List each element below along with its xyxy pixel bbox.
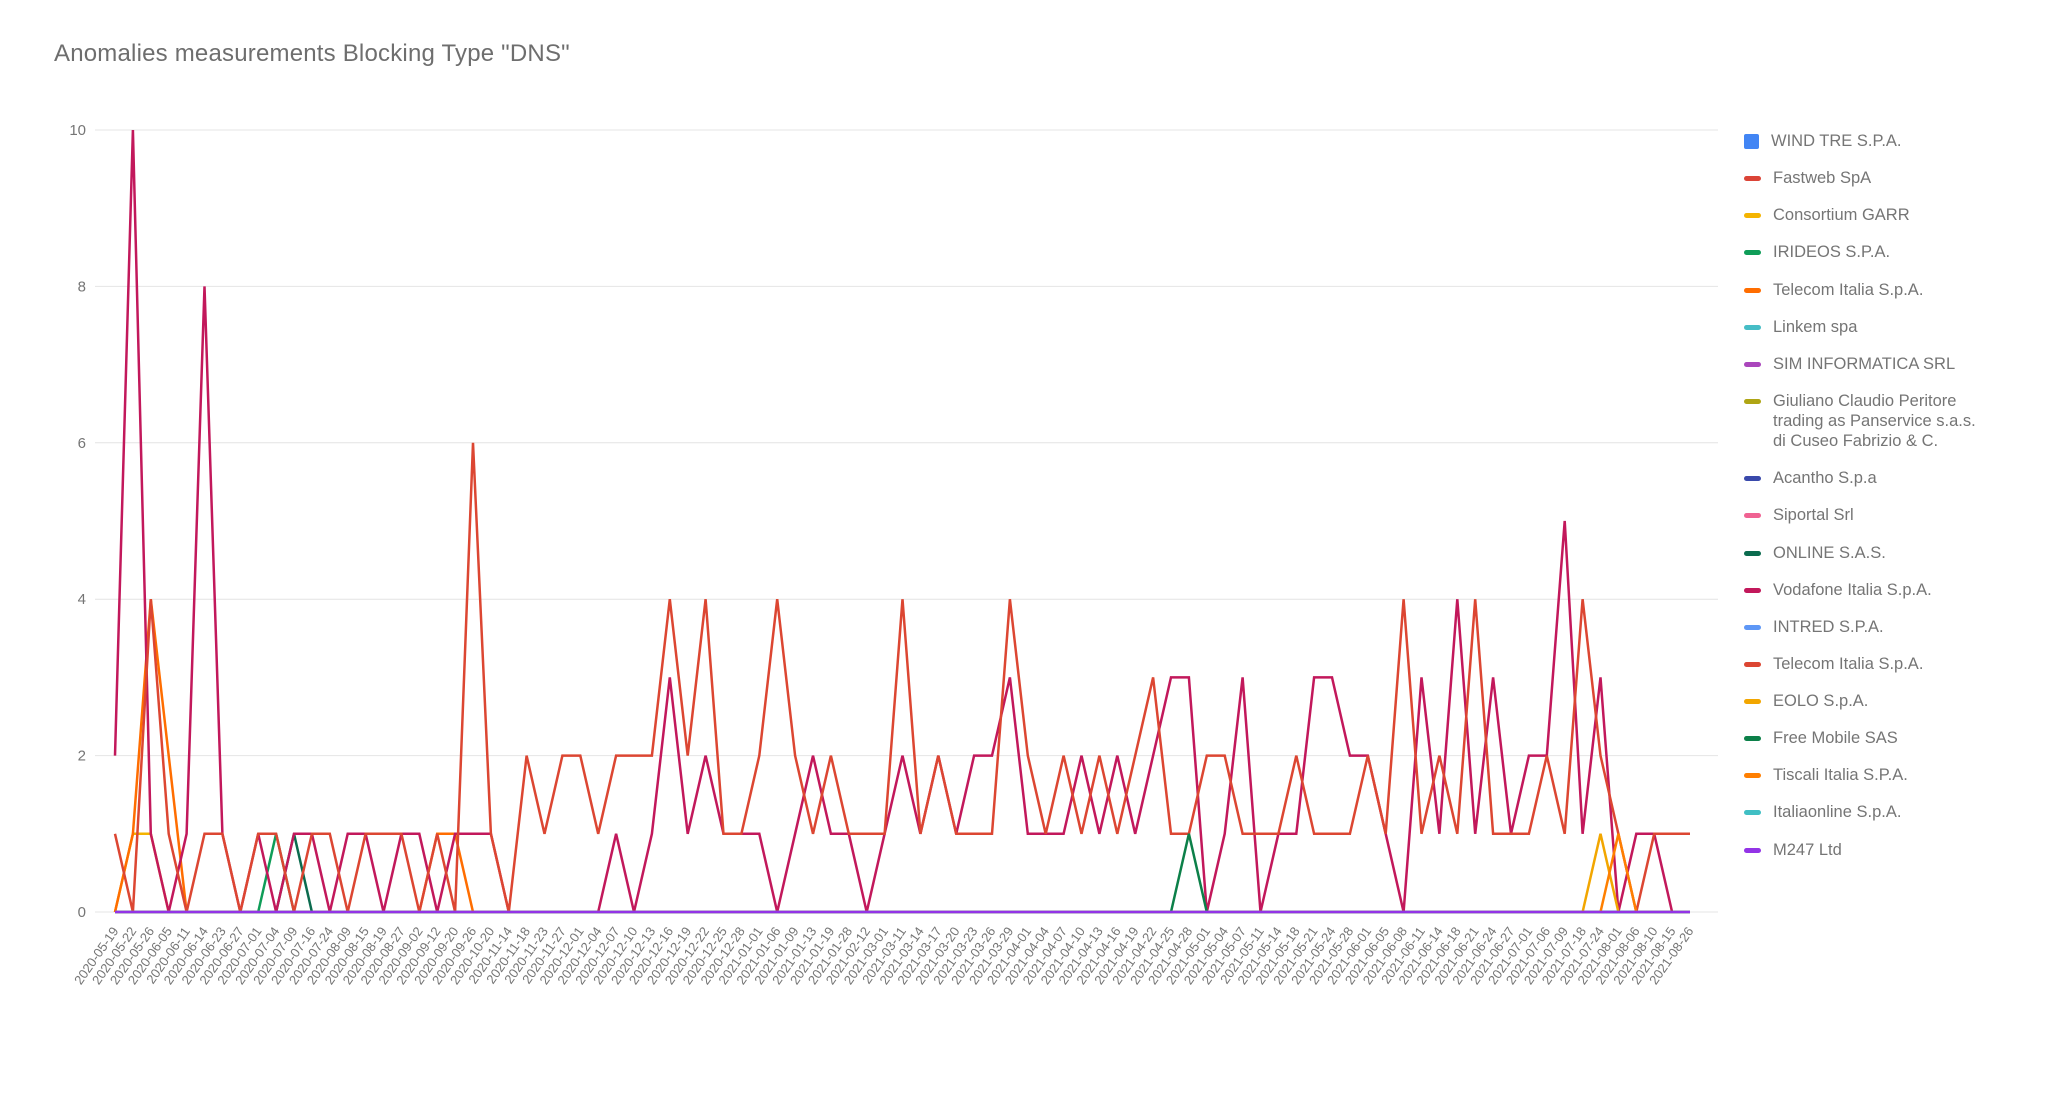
series-line-vodafone-italia-s-p-a-[interactable] <box>113 129 1690 914</box>
y-tick-label: 0 <box>78 904 86 921</box>
page-title: Anomalies measurements Blocking Type "DN… <box>54 40 570 67</box>
legend-item-label: Consortium GARR <box>1773 206 1910 225</box>
legend-item[interactable]: Fastweb SpA <box>1744 168 2044 188</box>
gridlines <box>95 129 1718 913</box>
legend-item[interactable]: Consortium GARR <box>1744 205 2044 225</box>
legend-item[interactable]: Telecom Italia S.p.A. <box>1744 280 2044 300</box>
chart-legend: WIND TRE S.P.A. Fastweb SpA Consortium GAR… <box>1744 131 2044 860</box>
legend-item-label: Italiaonline S.p.A. <box>1773 803 1902 822</box>
legend-swatch-dash <box>1744 810 1761 816</box>
legend-item[interactable]: IRIDEOS S.P.A. <box>1744 242 2044 262</box>
legend-swatch-dash <box>1744 176 1761 182</box>
legend-item-label: EOLO S.p.A. <box>1773 692 1869 710</box>
legend-item-label: WIND TRE S.P.A. <box>1771 132 1902 150</box>
legend-swatch-dash <box>1744 624 1761 630</box>
legend-item[interactable]: Tiscali Italia S.P.A. <box>1744 765 2044 785</box>
y-axis-labels: 0 2 4 6 8 10 <box>69 122 86 921</box>
x-axis-labels: 2020-05-192020-05-222020-05-262020-06-05… <box>71 924 1696 987</box>
legend-item-label: IRIDEOS S.P.A. <box>1773 243 1891 262</box>
legend-swatch-dash <box>1744 250 1761 256</box>
legend-swatch-dash <box>1744 587 1761 593</box>
legend-item-label: Fastweb SpA <box>1773 169 1872 188</box>
legend-item[interactable]: Italiaonline S.p.A. <box>1744 802 2044 822</box>
y-tick-label: 8 <box>78 278 86 295</box>
legend-swatch-dash <box>1744 287 1761 293</box>
legend-swatch-dash <box>1744 736 1761 742</box>
legend-swatch-dash <box>1744 661 1761 667</box>
legend-item[interactable]: M247 Ltd <box>1744 840 2044 860</box>
legend-swatch-dash <box>1744 398 1761 404</box>
legend-item-label: M247 Ltd <box>1773 840 1842 859</box>
legend-item[interactable]: Linkem spa <box>1744 317 2044 337</box>
legend-item[interactable]: ONLINE S.A.S. <box>1744 543 2044 563</box>
legend-swatch-dash <box>1744 361 1761 367</box>
legend-swatch-square <box>1744 134 1759 149</box>
legend-swatch-dash <box>1744 847 1761 853</box>
legend-swatch-dash <box>1744 476 1761 482</box>
legend-item-label: SIM INFORMATICA SRL <box>1773 354 1956 373</box>
series-line-telecom-italia-s-p-a-[interactable] <box>113 442 1690 913</box>
legend-item[interactable]: Vodafone Italia S.p.A. <box>1744 580 2044 600</box>
legend-item-label: Siportal Srl <box>1773 506 1854 525</box>
legend-item-label: ONLINE S.A.S. <box>1773 543 1886 562</box>
legend-swatch-dash <box>1744 550 1761 556</box>
legend-item-label: Giuliano Claudio Peritore trading as Pan… <box>1773 391 1976 451</box>
legend-item[interactable]: EOLO S.p.A. <box>1744 691 2044 711</box>
legend-item[interactable]: WIND TRE S.P.A. <box>1744 131 2044 151</box>
y-tick-label: 2 <box>78 748 86 765</box>
legend-item-label: Telecom Italia S.p.A. <box>1773 654 1924 673</box>
legend-swatch-dash <box>1744 213 1761 219</box>
legend-swatch-dash <box>1744 513 1761 519</box>
legend-swatch-dash <box>1744 773 1761 779</box>
series-lines <box>113 129 1690 914</box>
legend-item-label: Linkem spa <box>1773 317 1858 336</box>
legend-item[interactable]: Acantho S.p.a <box>1744 468 2044 488</box>
legend-swatch-dash <box>1744 699 1761 704</box>
legend-item-label: INTRED S.P.A. <box>1773 617 1884 636</box>
legend-item-label: Acantho S.p.a <box>1773 469 1877 488</box>
legend-item[interactable]: INTRED S.P.A. <box>1744 617 2044 637</box>
legend-swatch-dash <box>1744 324 1761 330</box>
legend-item[interactable]: Giuliano Claudio Peritore trading as Pan… <box>1744 391 2044 451</box>
legend-item[interactable]: SIM INFORMATICA SRL <box>1744 354 2044 374</box>
y-tick-label: 10 <box>69 122 86 139</box>
legend-item[interactable]: Siportal Srl <box>1744 505 2044 525</box>
legend-item-label: Telecom Italia S.p.A. <box>1773 280 1924 299</box>
legend-item[interactable]: Telecom Italia S.p.A. <box>1744 654 2044 674</box>
legend-item-label: Vodafone Italia S.p.A. <box>1773 580 1932 599</box>
y-tick-label: 6 <box>78 435 86 452</box>
legend-item-label: Tiscali Italia S.P.A. <box>1773 766 1908 785</box>
y-tick-label: 4 <box>78 591 86 608</box>
legend-item[interactable]: Free Mobile SAS <box>1744 728 2044 748</box>
legend-item-label: Free Mobile SAS <box>1773 729 1898 748</box>
